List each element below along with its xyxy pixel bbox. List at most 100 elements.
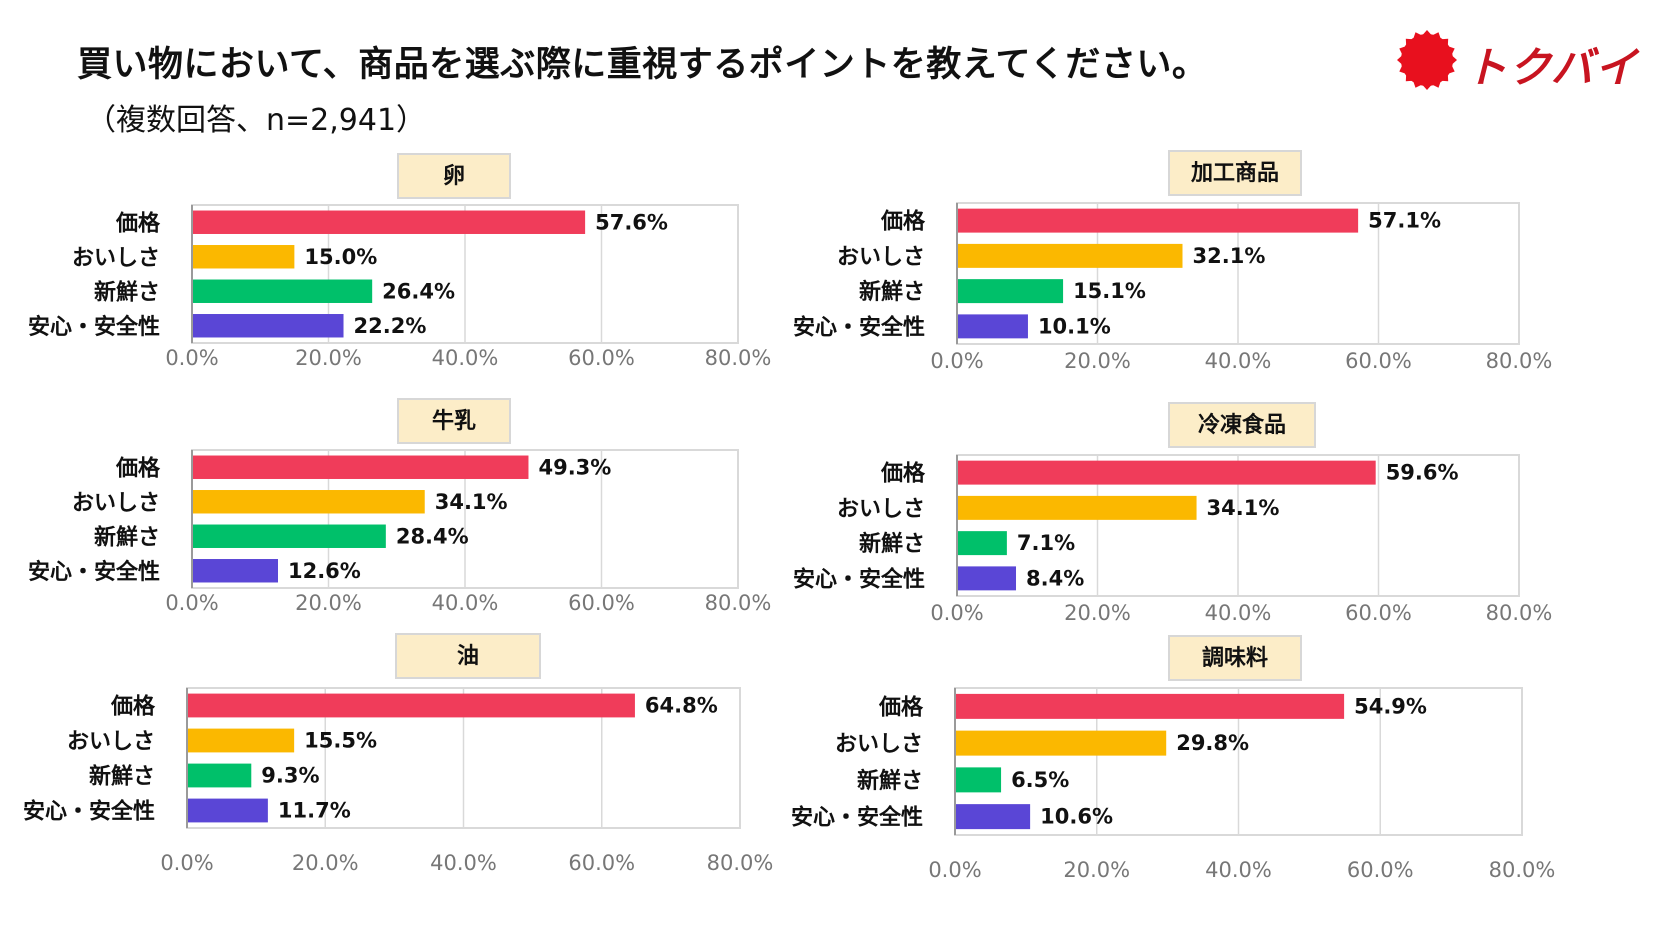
data-label: 57.6% — [595, 210, 668, 234]
data-label: 15.0% — [304, 245, 377, 269]
category-label: おいしさ — [67, 730, 155, 755]
bar-safety — [193, 559, 278, 583]
bar-taste — [193, 245, 295, 269]
data-label: 9.3% — [261, 764, 319, 788]
logo-sun-disc — [1401, 34, 1453, 86]
category-label: 価格 — [880, 461, 926, 487]
x-tick-label: 80.0% — [1486, 349, 1553, 373]
category-label: 新鮮さ — [94, 524, 160, 550]
category-label: 新鮮さ — [859, 531, 925, 557]
bar-taste — [956, 730, 1167, 756]
chart-egg: 卵 0.0% 20.0% 40.0% 60.0% 80.0% 57.6% 価格 15.0% おいし… — [0, 150, 800, 380]
category-label: 価格 — [115, 455, 161, 481]
x-tick-label: 60.0% — [1347, 858, 1414, 882]
chart-title: 牛乳 — [397, 398, 511, 444]
x-tick-label: 60.0% — [1345, 601, 1412, 625]
chart-title: 加工商品 — [1168, 150, 1302, 196]
x-tick-label: 20.0% — [1064, 601, 1131, 625]
data-label: 29.8% — [1176, 731, 1249, 755]
data-label: 49.3% — [538, 455, 611, 479]
bar-freshness — [958, 531, 1007, 556]
x-tick-label: 40.0% — [430, 851, 497, 875]
x-tick-label: 60.0% — [568, 851, 635, 875]
x-tick-label: 40.0% — [1205, 601, 1272, 625]
category-label: 新鮮さ — [859, 279, 925, 305]
chart-seasoning: 調味料 0.0% 20.0% 40.0% 60.0% 80.0% 54.9% 価格 29.8% お… — [0, 632, 1665, 892]
category-label: 安心・安全性 — [23, 799, 155, 825]
category-label: 安心・安全性 — [793, 566, 925, 592]
bar-freshness — [188, 763, 252, 788]
bar-safety — [958, 314, 1028, 339]
data-label: 10.6% — [1040, 805, 1113, 829]
data-label: 7.1% — [1017, 531, 1075, 555]
bar-safety — [958, 566, 1017, 591]
bar-freshness — [956, 767, 1002, 793]
bar-taste — [958, 243, 1183, 268]
bar-taste — [193, 490, 425, 514]
x-tick-label: 40.0% — [1205, 349, 1272, 373]
chart-oil: 油 0.0% 20.0% 40.0% 60.0% 80.0% 64.8% 価格 15.5% おいし… — [0, 630, 800, 890]
data-label: 22.2% — [354, 314, 427, 338]
bar-price — [188, 693, 635, 718]
data-label: 8.4% — [1026, 566, 1084, 590]
data-label: 34.1% — [435, 490, 508, 514]
chart-title: 冷凍食品 — [1168, 402, 1316, 448]
bar-safety — [956, 804, 1031, 830]
x-tick-label: 0.0% — [165, 346, 218, 370]
category-label: おいしさ — [72, 246, 160, 271]
page-subtitle: （複数回答、n=2,941） — [86, 103, 427, 138]
bar-price — [193, 455, 529, 479]
x-tick-label: 0.0% — [930, 601, 983, 625]
logo: トクバイ — [1395, 28, 1655, 98]
bar-freshness — [193, 524, 386, 548]
category-label: 価格 — [880, 209, 926, 235]
data-label: 12.6% — [288, 559, 361, 583]
x-tick-label: 40.0% — [432, 591, 499, 615]
x-tick-label: 0.0% — [930, 349, 983, 373]
data-label: 26.4% — [382, 279, 455, 303]
x-tick-label: 60.0% — [1345, 349, 1412, 373]
chart-title: 卵 — [397, 153, 511, 199]
category-label: 価格 — [110, 694, 156, 720]
bar-taste — [188, 728, 295, 753]
x-tick-label: 80.0% — [1489, 858, 1556, 882]
category-label: 新鮮さ — [94, 279, 160, 305]
category-label: 安心・安全性 — [793, 314, 925, 340]
x-tick-label: 0.0% — [165, 591, 218, 615]
chart-processed: 加工商品 0.0% 20.0% 40.0% 60.0% 80.0% 57.1% 価格 32.1%… — [0, 150, 1665, 380]
data-label: 15.1% — [1073, 279, 1146, 303]
category-label: 新鮮さ — [857, 768, 923, 794]
bar-chart-svg: 0.0% 20.0% 40.0% 60.0% 80.0% 54.9% 価格 29.8% おいしさ… — [791, 687, 1556, 882]
data-label: 10.1% — [1038, 314, 1111, 338]
bar-chart-svg: 0.0% 20.0% 40.0% 60.0% 80.0% 57.1% 価格 32.1% おいしさ… — [793, 202, 1553, 373]
category-label: おいしさ — [837, 497, 925, 522]
category-label: 価格 — [878, 694, 924, 720]
x-tick-label: 20.0% — [1063, 858, 1130, 882]
chart-title: 調味料 — [1168, 635, 1302, 681]
bar-chart-svg: 0.0% 20.0% 40.0% 60.0% 80.0% 57.6% 価格 15.0% おいしさ… — [28, 204, 771, 370]
x-tick-label: 20.0% — [295, 346, 362, 370]
category-label: 安心・安全性 — [28, 559, 160, 585]
x-tick-label: 60.0% — [568, 591, 635, 615]
bar-price — [193, 210, 586, 234]
bar-taste — [958, 495, 1197, 520]
bar-freshness — [193, 279, 373, 303]
category-label: 安心・安全性 — [28, 314, 160, 340]
chart-milk: 牛乳 0.0% 20.0% 40.0% 60.0% 80.0% 49.3% 価格 34.1% おい… — [0, 395, 800, 625]
logo-sun-icon — [1397, 30, 1457, 90]
x-tick-label: 20.0% — [1064, 349, 1131, 373]
x-tick-label: 80.0% — [1486, 601, 1553, 625]
bar-safety — [188, 798, 268, 823]
logo-text: トクバイ — [1465, 43, 1639, 92]
bar-price — [956, 693, 1345, 719]
x-tick-label: 40.0% — [1205, 858, 1272, 882]
category-label: 安心・安全性 — [791, 805, 923, 831]
x-tick-label: 0.0% — [928, 858, 981, 882]
chart-title: 油 — [395, 633, 541, 679]
x-tick-label: 60.0% — [568, 346, 635, 370]
data-label: 6.5% — [1011, 768, 1069, 792]
data-label: 34.1% — [1207, 496, 1280, 520]
category-label: おいしさ — [835, 732, 923, 757]
page-title: 買い物において、商品を選ぶ際に重視するポイントを教えてください。 — [77, 45, 1208, 85]
data-label: 11.7% — [278, 799, 351, 823]
